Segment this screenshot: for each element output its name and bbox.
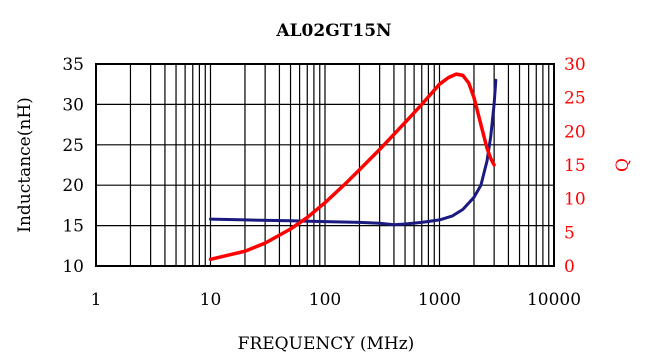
y2-tick-label: 25 [564, 89, 586, 109]
y2-tick-label: 20 [564, 122, 586, 142]
plot-frame [95, 63, 555, 267]
y2-tick-label: 10 [564, 190, 586, 210]
y-tick-label: 15 [62, 217, 84, 237]
x-tick-label: 10000 [527, 290, 581, 310]
y2-tick-label: 0 [564, 257, 575, 277]
x-tick-label: 100 [309, 290, 341, 310]
inductance-series-line [209, 78, 498, 227]
x-tick-labels: 1 10 100 1000 10000 [91, 290, 581, 310]
chart-title: AL02GT15N [275, 21, 391, 41]
y2-tick-label: 30 [564, 55, 586, 75]
x-tick-label: 1 [91, 290, 102, 310]
q-series-line [208, 72, 496, 262]
y-tick-label: 35 [62, 55, 84, 75]
y2-tick-label: 15 [564, 156, 586, 176]
y-axis-label: Inductance(nH) [15, 97, 35, 233]
x-tick-label: 10 [200, 290, 222, 310]
x-axis-label: FREQUENCY (MHz) [238, 334, 415, 354]
y-tick-label: 10 [62, 257, 84, 277]
y2-axis-label: Q [613, 158, 633, 172]
series-group [208, 72, 498, 262]
y2-tick-label: 5 [564, 223, 575, 243]
y-tick-label: 25 [62, 136, 84, 156]
x-tick-label: 1000 [418, 290, 461, 310]
left-tick-labels: 10 15 20 25 30 35 [62, 55, 84, 277]
right-tick-labels: 0 5 10 15 20 25 30 [564, 55, 586, 277]
y-tick-label: 20 [62, 176, 84, 196]
y-tick-label: 30 [62, 95, 84, 115]
